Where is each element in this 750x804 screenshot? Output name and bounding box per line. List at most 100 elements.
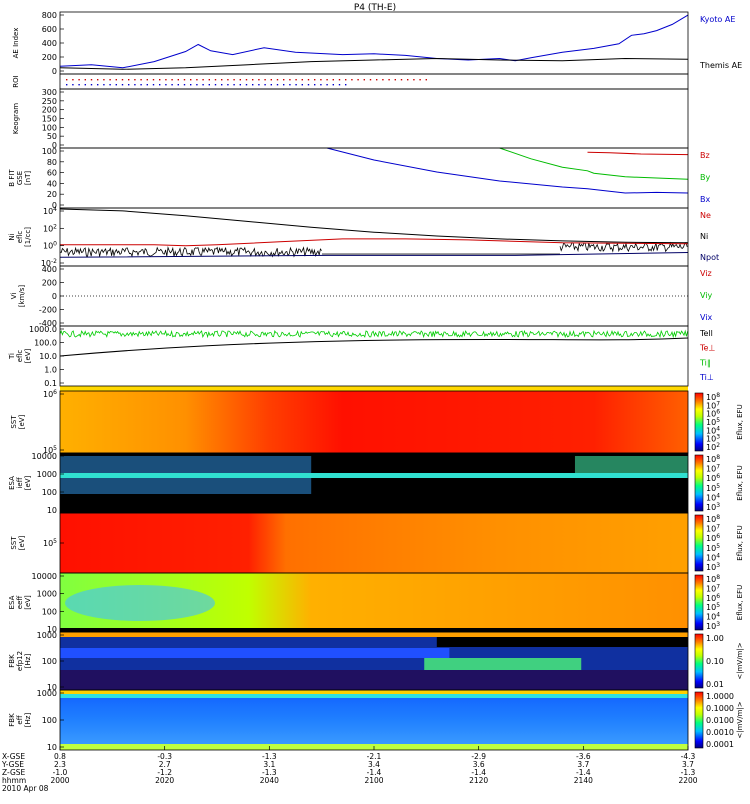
- y-axis-label: Ni: [8, 233, 16, 240]
- roi-dot: [289, 79, 291, 81]
- roi-dot: [97, 84, 99, 86]
- y-axis-label: [eV]: [24, 595, 32, 610]
- position-value: -1.4: [367, 768, 382, 777]
- roi-dot: [72, 79, 74, 81]
- roi-dot: [283, 84, 285, 86]
- y-tick-label: 1000.0: [29, 325, 57, 334]
- y-axis-label: Keogram: [12, 103, 20, 134]
- colorbar-tick-label: 108: [706, 454, 720, 464]
- y-tick-label: 100: [42, 716, 57, 725]
- roi-dot: [227, 84, 229, 86]
- roi-dot: [171, 84, 173, 86]
- y-tick-label: -400: [39, 319, 57, 328]
- roi-dot: [196, 84, 198, 86]
- roi-dot: [221, 84, 223, 86]
- roi-dot: [84, 79, 86, 81]
- time-axis-label: hhmm: [2, 776, 26, 785]
- roi-dot: [208, 79, 210, 81]
- x-tick-label: 2000: [50, 776, 69, 785]
- y-tick-label: 10-2: [41, 258, 57, 268]
- y-tick-label: 104: [43, 206, 57, 216]
- roi-dot: [425, 79, 427, 81]
- panel-frame-ni: [59, 207, 689, 267]
- position-value: -2.9: [471, 752, 486, 761]
- roi-dot: [320, 79, 322, 81]
- roi-dot: [264, 84, 266, 86]
- roi-dot: [413, 79, 415, 81]
- y-axis-label: Ti: [8, 353, 16, 360]
- y-tick-label: 105: [43, 445, 57, 455]
- roi-dot: [400, 79, 403, 81]
- y-tick-label: 10: [47, 506, 57, 515]
- roi-dot: [252, 79, 254, 81]
- x-tick-label: 2120: [469, 776, 488, 785]
- fbk1-low: [60, 670, 688, 690]
- roi-dot: [295, 84, 297, 86]
- y-axis-label: SST: [10, 415, 18, 429]
- colorbar-tick-label: 1.00: [706, 634, 724, 643]
- legend-entry: Viz: [700, 269, 712, 278]
- position-row-label: Y-GSE: [1, 760, 24, 769]
- roi-dot: [338, 84, 341, 86]
- y-tick-label: 150: [42, 115, 57, 124]
- y-tick-label: 80: [47, 158, 57, 167]
- roi-dot: [190, 79, 192, 81]
- roi-dot: [369, 79, 372, 81]
- y-tick-label: 102: [43, 223, 57, 233]
- y-tick-label: 800: [42, 11, 57, 20]
- roi-dot: [357, 79, 359, 81]
- fbk1-top: [60, 632, 688, 637]
- colorbar: [694, 514, 704, 572]
- roi-dot: [376, 79, 378, 81]
- roi-dot: [115, 84, 117, 86]
- y-tick-label: 1.0: [44, 366, 57, 375]
- esa-electron-floor: [60, 628, 688, 632]
- y-tick-label: 100: [42, 657, 57, 666]
- position-value: 3.7: [577, 760, 589, 769]
- x-tick-label: 2100: [364, 776, 383, 785]
- panel-frame-ae: [59, 11, 689, 75]
- y-axis-label: [eV]: [24, 475, 32, 490]
- flag-strip: [60, 386, 688, 391]
- y-tick-label: 20: [47, 190, 57, 199]
- position-value: -1.3: [681, 768, 696, 777]
- roi-dot: [183, 79, 186, 81]
- y-tick-label: -200: [39, 306, 57, 315]
- legend-entry: Te⊥: [699, 344, 715, 353]
- position-value: -1.3: [262, 752, 277, 761]
- position-value: 2.7: [159, 760, 171, 769]
- colorbar-tick-label: 103: [706, 434, 720, 444]
- y-tick-label: 600: [42, 25, 57, 34]
- y-axis-label: eflc: [16, 231, 24, 244]
- roi-dot: [177, 84, 179, 86]
- y-tick-label: 10: [47, 743, 57, 752]
- roi-dot: [264, 79, 266, 81]
- position-value: -1.3: [262, 768, 277, 777]
- roi-dot: [351, 79, 353, 81]
- colorbar-label: Eflux, EFU: [736, 585, 744, 620]
- y-tick-label: 0: [52, 292, 57, 301]
- y-tick-label: 100: [43, 241, 57, 251]
- y-tick-label: 1000: [37, 590, 57, 599]
- tell-trace: [59, 337, 689, 357]
- ti-par-trace: [59, 329, 688, 339]
- roi-dot: [332, 84, 334, 86]
- colorbar-tick-label: 103: [706, 621, 720, 631]
- roi-dot: [214, 84, 217, 86]
- roi-dot: [295, 79, 297, 81]
- position-value: -1.2: [157, 768, 172, 777]
- panel-frame-keogram: [59, 88, 689, 149]
- y-tick-label: 300: [42, 88, 57, 97]
- position-value: 3.4: [368, 760, 380, 769]
- series-npot: [59, 252, 689, 258]
- colorbar-tick-label: 0.01: [706, 680, 724, 689]
- series-kyoto-ae: [59, 14, 689, 69]
- position-value: -2.1: [367, 752, 382, 761]
- roi-dot: [208, 84, 210, 86]
- y-axis-label: ESA: [8, 476, 16, 490]
- x-tick-label: 2140: [574, 776, 593, 785]
- colorbar-tick-label: 0.1000: [706, 704, 734, 713]
- panel-frame-roi: [59, 73, 689, 90]
- y-axis-label: ROI: [12, 75, 20, 87]
